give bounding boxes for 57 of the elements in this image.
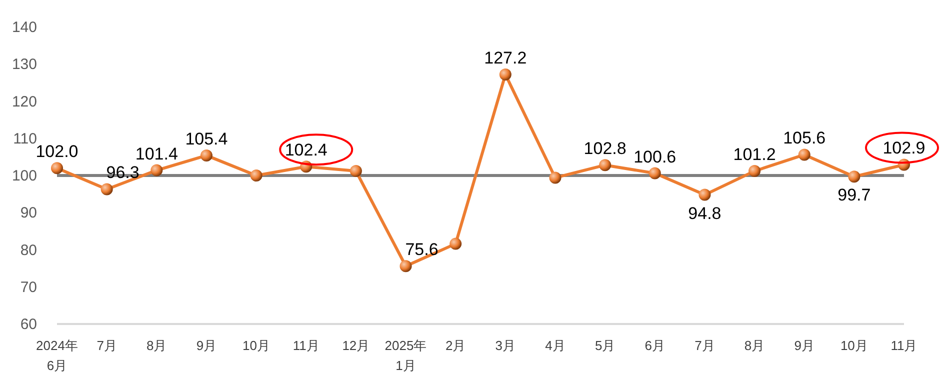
data-label: 100.6 [634, 147, 676, 166]
data-label: 75.6 [405, 240, 438, 260]
point [400, 260, 412, 272]
x-tick-label: 11月 [292, 338, 320, 353]
data-label: 94.8 [688, 204, 722, 223]
data-label: 101.4 [135, 144, 178, 164]
point [150, 164, 163, 176]
data-label: 127.2 [484, 48, 527, 68]
data-label: 102.4 [284, 140, 328, 160]
y-tick-label: 140 [12, 19, 37, 36]
data-label: 99.7 [838, 186, 871, 205]
x-tick-label: 3月 [495, 338, 516, 353]
point [100, 183, 113, 196]
x-tick-label: 9月 [196, 338, 217, 353]
point [648, 167, 661, 180]
point [748, 165, 761, 178]
y-tick-label: 110 [13, 130, 37, 148]
x-tick-label: 5月 [594, 338, 616, 353]
y-tick-label: 130 [12, 56, 37, 74]
y-tick-label: 80 [20, 242, 37, 259]
y-tick-label: 90 [20, 204, 37, 222]
data-label: 105.4 [185, 129, 228, 148]
x-tick-label: 8月 [146, 338, 167, 353]
x-tick-label: 9月 [794, 338, 814, 353]
x-tick-label: 12月 [342, 338, 370, 353]
data-label: 105.6 [783, 128, 826, 148]
point [450, 238, 462, 250]
data-label: 101.2 [733, 145, 776, 164]
data-label: 102.9 [882, 138, 926, 158]
x-tick-label: 8月 [744, 338, 765, 353]
x-tick-label: 2月 [445, 338, 466, 353]
point [51, 162, 63, 174]
data-label: 96.3 [106, 163, 140, 182]
data-label: 102.0 [36, 142, 78, 162]
x-tick-label: 7月 [96, 338, 117, 353]
y-tick-label: 120 [12, 93, 37, 110]
point [698, 188, 711, 201]
x-tick-label: 11月 [890, 338, 918, 353]
point [798, 148, 810, 161]
x-tick-label: 2025年 1月 [384, 338, 427, 373]
x-tick-label: 4月 [545, 338, 566, 353]
x-tick-label: 7月 [694, 338, 715, 353]
x-tick-label: 2024年 6月 [36, 338, 78, 373]
x-tick-label: 10月 [840, 338, 868, 353]
point [599, 159, 612, 172]
x-tick-label: 10月 [242, 338, 270, 353]
data-label: 102.8 [584, 139, 626, 158]
y-tick-label: 70 [20, 278, 37, 296]
point [848, 170, 860, 183]
y-tick-label: 100 [12, 168, 37, 184]
point [250, 170, 262, 182]
x-tick-label: 6月 [644, 338, 665, 353]
y-tick-label: 60 [20, 316, 37, 333]
point [499, 68, 512, 81]
point [350, 165, 362, 178]
point [200, 149, 212, 162]
point [549, 172, 562, 184]
